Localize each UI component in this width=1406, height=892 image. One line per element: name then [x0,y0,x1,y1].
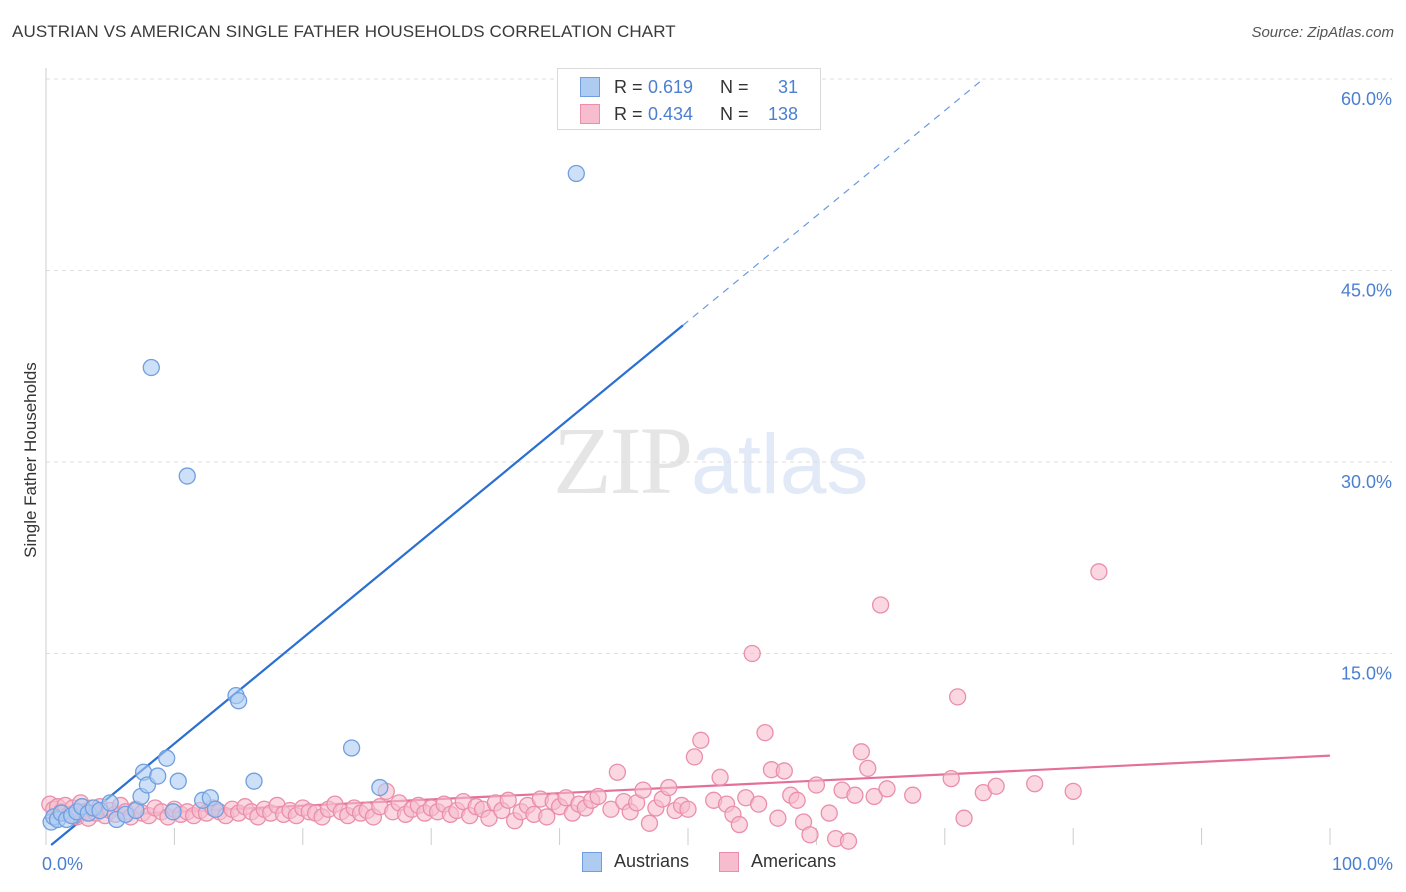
legend-n-label: N = [720,76,749,97]
point-americans [775,762,793,780]
point-austrians [178,467,196,485]
axis-layer [45,68,1331,845]
bottom-legend-label-austrians: Austrians [614,851,690,871]
legend-r-value: 0.434 [648,103,694,124]
watermark-zip: ZIP [553,407,693,514]
point-americans [820,804,838,822]
point-americans [634,781,652,799]
watermark-atlas: atlas [691,417,869,511]
legend: R = 0.619 N = 31 R = 0.434 N = 138 [557,68,821,130]
chart-title: AUSTRIAN VS AMERICAN SINGLE FATHER HOUSE… [12,22,676,41]
point-americans [480,809,498,827]
y-tick-label: 15.0% [1341,664,1392,684]
point-austrians [142,358,160,377]
point-americans [679,800,697,818]
point-americans [743,644,761,663]
source-label: Source: ZipAtlas.com [1251,24,1394,41]
point-americans [589,787,607,806]
point-austrians [229,692,248,710]
point-austrians [342,739,361,757]
y-tick-label: 45.0% [1341,281,1392,301]
bottom-legend-swatch-americans [719,851,740,872]
bottom-legend-swatch-austrians [582,851,602,872]
point-americans [871,596,890,614]
point-americans [730,815,749,834]
point-americans [769,809,787,827]
point-austrians [206,800,225,818]
legend-row-americans: R = 0.434 N = 138 [580,102,798,126]
point-americans [608,763,627,781]
point-austrians [101,794,119,812]
point-americans [801,826,819,844]
y-tick-label: 60.0% [1341,89,1392,109]
point-americans [904,786,922,804]
point-austrians [245,772,263,790]
point-americans [711,768,729,786]
point-americans [538,808,556,826]
legend-r-value: 0.619 [648,76,694,97]
y-axis-label-wrap: Single Father Households [16,250,46,670]
point-americans [756,724,774,742]
points-layer [41,164,1108,850]
point-americans [1090,563,1108,581]
point-austrians [149,767,167,785]
point-americans [955,809,973,827]
y-tick-label: 30.0% [1341,472,1392,492]
bottom-legend-label-americans: Americans [751,851,837,871]
point-americans [1064,782,1082,801]
point-americans [859,759,877,778]
point-americans [1026,775,1044,793]
point-americans [692,731,710,749]
legend-swatch-americans [580,104,600,124]
point-americans [499,791,517,809]
legend-n-value: 31 [777,76,798,97]
point-americans [865,787,883,806]
point-americans [788,791,806,809]
bottom-legend-americans: Americans [719,851,836,872]
point-americans [942,769,960,788]
point-americans [640,814,659,832]
legend-n-label: N = [720,103,749,124]
point-austrians [158,749,176,767]
y-axis-label: Single Father Households [21,362,40,558]
point-americans [660,778,678,797]
point-americans [987,777,1005,795]
bottom-legend-austrians: Austrians [582,851,689,872]
legend-row-austrians: R = 0.619 N = 31 [580,75,798,99]
legend-r-label: R = [614,76,643,97]
point-americans [602,800,620,818]
legend-r-label: R = [614,103,643,124]
grid-layer [46,78,1392,654]
trendline-austrians [50,324,684,846]
legend-swatch-austrians [580,77,600,97]
tick-label-layer: 15.0% 30.0% 45.0% 60.0% 0.0% 100.0% [42,89,1393,874]
x-tick-label: 0.0% [42,854,83,874]
point-americans [685,748,704,766]
x-tick-label: 100.0% [1332,854,1393,874]
point-americans [839,832,858,850]
point-americans [852,743,870,761]
point-austrians [371,778,389,797]
point-americans [948,688,967,706]
point-americans [878,780,896,798]
watermark: ZIPatlas [553,405,868,516]
point-americans [749,795,768,813]
bottom-legend: Austrians Americans [582,851,866,872]
point-americans [846,786,864,804]
point-austrians [169,772,187,790]
point-austrians [567,164,585,183]
point-austrians [164,803,182,821]
legend-n-value: 138 [767,103,798,124]
point-americans [807,776,826,794]
